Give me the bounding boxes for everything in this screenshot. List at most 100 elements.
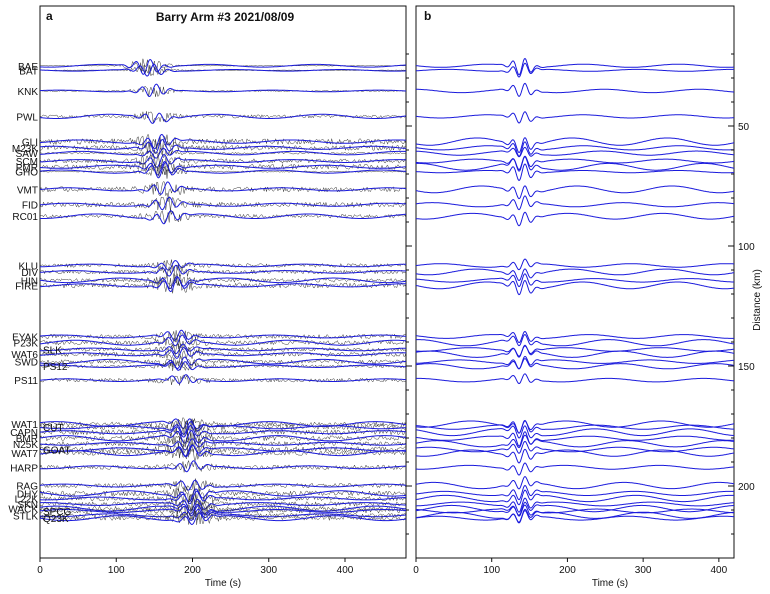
panel-b-trace-WACK: [415, 501, 734, 516]
panel-b-trace-BAT: [415, 62, 734, 78]
panel-b-trace-SWD: [415, 355, 735, 370]
panel-b-trace-SPCG: [415, 504, 735, 517]
synthetic-trace-N25K: [39, 438, 406, 451]
x-tick-label: 200: [559, 565, 576, 576]
station-label-L22K: L22K: [15, 494, 39, 505]
raw-trace-FID: [39, 196, 407, 212]
panel-b-y-axis-label: Distance (km): [752, 269, 763, 331]
x-tick-label: 400: [711, 565, 728, 576]
station-label-SAW: SAW: [16, 149, 39, 160]
station-label-PWL: PWL: [16, 112, 38, 123]
synthetic-trace-HARP: [40, 460, 406, 473]
station-label-STLK: STLK: [13, 511, 38, 522]
panel-b-trace-WAT1: [416, 420, 735, 434]
synthetic-trace-M23K: [39, 139, 406, 154]
synthetic-trace-SWD: [39, 356, 407, 370]
station-label-SWD: SWD: [15, 358, 38, 369]
panel-b-trace-STLK: [415, 508, 734, 523]
panel-b-trace-SCM: [415, 155, 735, 171]
panel-a-label: a: [46, 9, 53, 23]
station-label-WAT6: WAT6: [11, 350, 38, 361]
synthetic-trace-DHY: [39, 488, 407, 503]
panel-b-trace-GOAT: [415, 440, 735, 454]
y-tick-label: 100: [738, 242, 755, 253]
x-tick-label: 300: [260, 565, 277, 576]
synthetic-trace-FIRE: [39, 277, 406, 293]
station-label-GHO: GHO: [15, 168, 38, 179]
station-label-CUT: CUT: [43, 423, 64, 434]
synthetic-trace-RC01: [40, 210, 406, 225]
synthetic-trace-VMT: [40, 181, 406, 195]
synthetic-trace-WACK: [39, 503, 407, 515]
panel-b-trace-L22K: [415, 489, 734, 506]
station-label-WACK: WACK: [8, 505, 38, 516]
panel-b-trace-EYAK: [415, 330, 734, 344]
synthetic-trace-WAT7: [39, 444, 406, 458]
panel-b-x-ticks: 0 100 200 300 400: [413, 558, 728, 576]
raw-trace-PWL: [39, 111, 407, 123]
raw-trace-HARP: [39, 459, 407, 473]
panel-b-label: b: [424, 9, 431, 23]
station-label-RAG: RAG: [16, 482, 38, 493]
panel-b-trace-DHY: [415, 484, 734, 501]
panel-b-trace-N25K: [415, 434, 735, 449]
synthetic-trace-GOAT: [39, 444, 407, 457]
y-tick-label: 200: [738, 482, 755, 493]
panel-b-trace-SAW: [415, 146, 734, 158]
x-tick-label: 400: [337, 565, 354, 576]
station-label-SLK: SLK: [43, 345, 62, 356]
x-tick-label: 0: [413, 565, 419, 576]
synthetic-trace-GLI: [40, 133, 407, 150]
synthetic-trace-BMR: [39, 429, 407, 444]
station-label-VMT: VMT: [17, 185, 38, 196]
station-label-PS12: PS12: [43, 362, 68, 373]
y-tick-label: 50: [738, 122, 750, 133]
synthetic-trace-SKN: [40, 498, 406, 512]
panel-b-trace-HIN: [416, 273, 734, 288]
panel-b-trace-HARP: [416, 462, 735, 476]
synthetic-trace-KLU: [39, 260, 407, 271]
raw-trace-GLI: [39, 134, 407, 151]
station-label-BAT: BAT: [19, 66, 38, 77]
station-label-WAT7: WAT7: [11, 449, 38, 460]
raw-trace-EYAK: [39, 330, 407, 342]
panel-b-trace-SKN: [416, 497, 735, 513]
panel-b-trace-CAPN: [415, 425, 734, 439]
raw-trace-SAW: [39, 147, 407, 159]
synthetic-trace-BAE: [39, 59, 406, 75]
panel-b-x-axis-label: Time (s): [592, 578, 628, 589]
panel-b-y-ticks: 50 100 150 200: [728, 53, 755, 535]
synthetic-trace-HIN: [39, 276, 407, 289]
station-label-CAPN: CAPN: [10, 428, 38, 439]
panel-b-trace-PMR: [415, 156, 735, 172]
synthetic-trace-CAPN: [40, 425, 406, 438]
station-label-SPCG: SPCG: [43, 507, 72, 518]
station-label-HARP: HARP: [10, 463, 38, 474]
station-label-PS11: PS11: [14, 376, 38, 387]
station-label-GOAT: GOAT: [43, 446, 71, 457]
x-tick-label: 300: [635, 565, 652, 576]
station-label-WAT1: WAT1: [11, 420, 38, 431]
synthetic-trace-PMR: [39, 161, 406, 176]
synthetic-trace-SAW: [40, 147, 406, 159]
x-tick-label: 100: [108, 565, 125, 576]
station-label-FIRE: FIRE: [15, 281, 38, 292]
synthetic-trace-PS11: [39, 374, 406, 384]
panel-b-trace-PS12: [415, 358, 735, 370]
raw-trace-WAT7: [39, 445, 407, 461]
raw-trace-GHO: [39, 163, 407, 179]
panel-b-trace-CUT: [416, 419, 735, 434]
y-tick-label: 150: [738, 362, 755, 373]
panel-b-trace-FIRE: [415, 279, 735, 296]
station-label-FID: FID: [22, 201, 38, 212]
panel-b-trace-GHO: [416, 163, 734, 182]
station-label-BAE: BAE: [18, 62, 38, 73]
raw-trace-M23K: [39, 139, 407, 156]
station-label-M23K: M23K: [12, 144, 38, 155]
panel-b-trace-PWL: [415, 111, 734, 124]
station-label-BMR: BMR: [16, 434, 38, 445]
station-label-EYAK: EYAK: [12, 332, 38, 343]
raw-trace-RC01: [39, 208, 407, 224]
